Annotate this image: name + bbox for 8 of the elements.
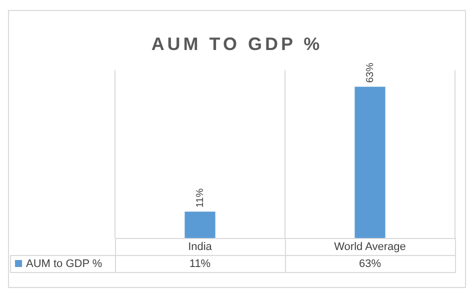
data-label: 63% xyxy=(285,256,455,272)
text: 63% xyxy=(364,62,376,83)
x-tick-label: World Average xyxy=(285,238,455,256)
chart-title: AUM TO GDP % xyxy=(150,34,324,55)
text: 11% xyxy=(194,188,206,208)
legend-label: AUM to GDP % xyxy=(10,256,115,272)
x-tick-label: India xyxy=(115,238,285,256)
data-label: 11% xyxy=(115,256,285,272)
